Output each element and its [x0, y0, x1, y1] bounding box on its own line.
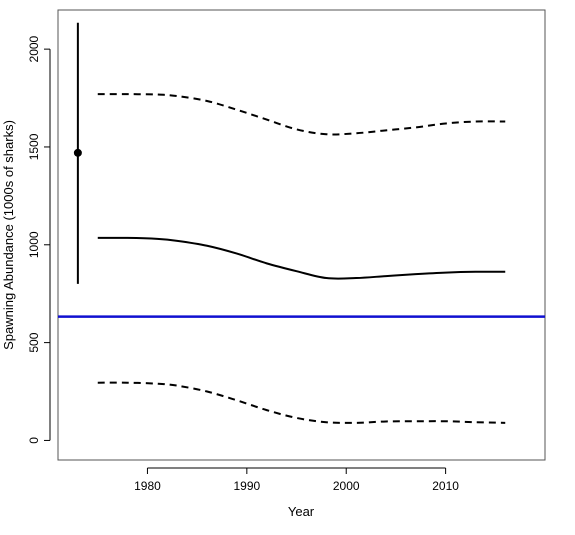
y-axis-title: Spawning Abundance (1000s of sharks)	[1, 120, 16, 350]
series-line-upper-bound	[97, 93, 506, 136]
y-tick-label: 0	[27, 437, 41, 444]
x-tick-label: 1990	[233, 479, 260, 493]
series-line-lower-bound	[97, 381, 506, 424]
plot-frame	[57, 9, 546, 461]
x-tick-label: 1980	[134, 479, 161, 493]
y-tick-label: 1500	[27, 133, 41, 160]
y-tick-label: 2000	[27, 35, 41, 62]
x-tick-label: 2010	[432, 479, 459, 493]
x-axis: 1980 1990 2000 2010	[134, 467, 459, 493]
y-tick-label: 1000	[27, 231, 41, 258]
y-tick-label: 500	[27, 332, 41, 352]
point-estimate-marker	[73, 148, 82, 157]
series-line-median	[97, 236, 506, 280]
y-axis: 0 500 1000 1500 2000	[27, 35, 51, 444]
plot-area	[57, 9, 546, 461]
x-tick-label: 2000	[333, 479, 360, 493]
x-axis-title: Year	[288, 504, 315, 519]
